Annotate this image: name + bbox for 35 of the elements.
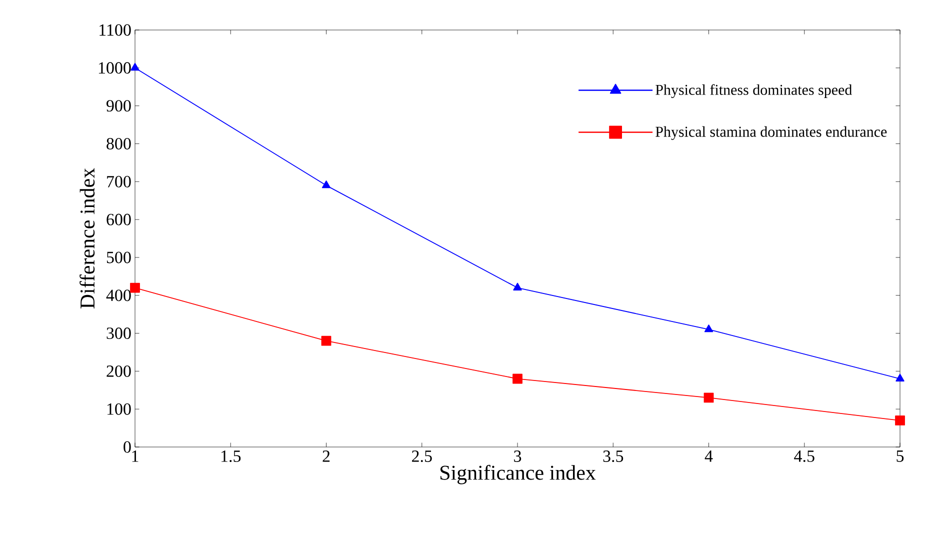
point: [895, 416, 905, 426]
y-tick-label: 200: [106, 365, 131, 377]
x-tick-label: 5: [896, 450, 904, 462]
x-tick-label: 2: [322, 450, 330, 462]
x-tick-label: 2.5: [412, 450, 432, 462]
point: [896, 374, 904, 382]
y-tick-label: 100: [107, 403, 131, 415]
y-axis-title: Difference index: [80, 168, 95, 309]
y-tick-label: 1000: [98, 62, 131, 74]
x-tick-label: 3: [514, 450, 522, 462]
point: [512, 374, 522, 384]
point: [704, 392, 714, 403]
x-tick-label: 1: [132, 450, 138, 462]
point: [322, 180, 331, 188]
y-tick-label: 800: [106, 138, 131, 150]
point: [130, 282, 140, 293]
point: [321, 336, 332, 346]
x-tick-label: 4.5: [794, 450, 814, 462]
x-tick-label: 4: [704, 450, 713, 462]
x-axis-title: Significance index: [440, 464, 596, 484]
x-tick-label: 3.5: [603, 450, 624, 462]
legend-label: Physical stamina dominates endurance: [656, 126, 887, 140]
y-tick-label: 900: [106, 100, 131, 112]
x-tick-label: 1.5: [221, 450, 241, 462]
point: [704, 324, 714, 332]
y-tick-label: 300: [106, 328, 131, 340]
y-tick-label: 500: [106, 252, 131, 264]
legend-label: Physical fitness dominates speed: [656, 84, 852, 98]
y-tick-label: 1100: [100, 24, 131, 36]
y-tick-label: 400: [106, 290, 131, 302]
point: [130, 62, 140, 71]
y-tick-label: 0: [124, 441, 131, 453]
y-tick-label: 700: [107, 176, 131, 188]
y-tick-label: 600: [106, 214, 131, 226]
point: [513, 282, 522, 290]
